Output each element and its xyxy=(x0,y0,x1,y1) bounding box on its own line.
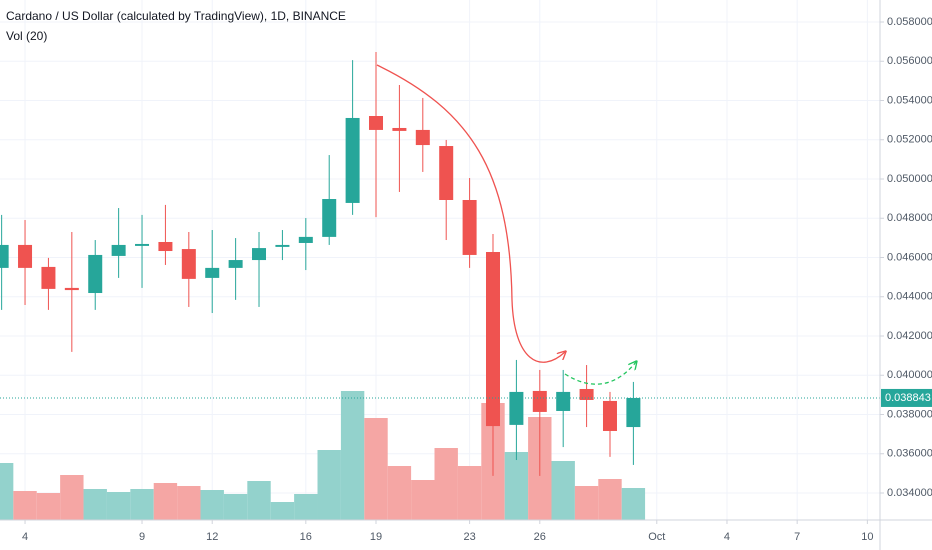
candle-body xyxy=(369,116,384,130)
volume-pane xyxy=(0,391,646,520)
y-tick-label: 0.058000 xyxy=(887,16,932,28)
candle-body xyxy=(111,244,126,256)
volume-bar xyxy=(364,418,388,520)
axes: 0.034000 0.036000 0.038000 0.040000 0.042000… xyxy=(22,16,932,543)
y-tick-label: 0.054000 xyxy=(887,94,932,106)
candle-body xyxy=(181,249,196,279)
volume-bar xyxy=(621,488,646,520)
volume-bar xyxy=(387,466,412,520)
candle-body xyxy=(462,199,477,255)
x-tick-label: 16 xyxy=(300,531,312,543)
x-tick-label: 26 xyxy=(534,531,546,543)
y-tick-label: 0.038000 xyxy=(887,408,932,420)
volume-bar xyxy=(153,483,178,520)
volume-bar xyxy=(340,391,365,520)
y-tick-label: 0.044000 xyxy=(887,291,932,303)
volume-bar xyxy=(0,463,14,520)
last-price-label: 0.038843 xyxy=(885,392,931,404)
time-axis xyxy=(0,520,932,550)
x-tick-label: Oct xyxy=(648,531,665,543)
last-price-box xyxy=(881,388,932,407)
x-tick-label: 4 xyxy=(22,531,28,543)
candle-body xyxy=(135,243,150,246)
volume-bar xyxy=(317,450,341,520)
x-tick-label: 12 xyxy=(206,531,218,543)
price-pane xyxy=(0,52,880,476)
price-axis xyxy=(880,0,932,550)
x-tick-label: 9 xyxy=(139,531,145,543)
candle-body xyxy=(602,400,617,431)
volume-bar xyxy=(574,486,599,520)
volume-bar xyxy=(294,494,318,520)
candle-body xyxy=(41,266,56,289)
volume-bar xyxy=(247,481,271,520)
candle-body xyxy=(322,199,337,237)
candle-body xyxy=(415,129,430,146)
volume-bar xyxy=(434,448,458,520)
candle-body xyxy=(64,287,79,291)
y-tick-label: 0.040000 xyxy=(887,369,932,381)
x-tick-label: 4 xyxy=(724,531,730,543)
candle-body xyxy=(626,397,641,428)
volume-bar xyxy=(270,502,295,520)
volume-bar xyxy=(13,491,37,520)
y-tick-label: 0.046000 xyxy=(887,251,932,263)
volume-bar xyxy=(598,479,622,520)
x-tick-label: 19 xyxy=(370,531,382,543)
x-tick-label: 23 xyxy=(463,531,475,543)
y-tick-label: 0.048000 xyxy=(887,212,932,224)
y-tick-label: 0.052000 xyxy=(887,134,932,146)
y-tick-label: 0.050000 xyxy=(887,173,932,185)
candle-body xyxy=(0,244,9,268)
candle-body xyxy=(252,248,267,261)
volume-bar xyxy=(223,494,248,520)
candle-body xyxy=(485,252,500,427)
x-tick-label: 7 xyxy=(794,531,800,543)
candle-body xyxy=(392,127,407,131)
candle-body xyxy=(158,241,173,252)
candle-body xyxy=(228,260,243,268)
volume-bar xyxy=(177,486,201,520)
volume-bar xyxy=(551,461,575,520)
volume-bar xyxy=(83,489,107,520)
volume-bar xyxy=(130,489,154,520)
chart-title: Cardano / US Dollar (calculated by Tradi… xyxy=(6,9,346,23)
volume-bar xyxy=(106,492,131,520)
x-tick-label: 10 xyxy=(861,531,873,543)
candle-body xyxy=(532,390,547,412)
candle-body xyxy=(88,254,103,294)
candle-body xyxy=(579,388,594,400)
y-tick-label: 0.042000 xyxy=(887,330,932,342)
candle-body xyxy=(509,391,524,425)
volume-bar xyxy=(36,493,61,520)
candle-body xyxy=(275,244,290,247)
y-tick-label: 0.036000 xyxy=(887,448,932,460)
y-tick-label: 0.034000 xyxy=(887,487,932,499)
volume-bar xyxy=(457,466,482,520)
candle-body xyxy=(439,146,454,200)
volume-bar xyxy=(60,475,84,520)
volume-bar xyxy=(504,452,529,520)
candle-body xyxy=(556,391,571,411)
y-tick-label: 0.056000 xyxy=(887,55,932,67)
candle-body xyxy=(205,267,220,278)
volume-bar xyxy=(411,480,435,520)
volume-bar xyxy=(200,490,224,520)
candle-body xyxy=(345,117,360,203)
annotation-arrow xyxy=(564,362,636,385)
candle-body xyxy=(298,236,313,243)
candle-body xyxy=(18,244,33,268)
indicator-label: Vol (20) xyxy=(6,29,47,43)
annotation-arrow xyxy=(376,64,565,363)
grid xyxy=(0,0,880,520)
